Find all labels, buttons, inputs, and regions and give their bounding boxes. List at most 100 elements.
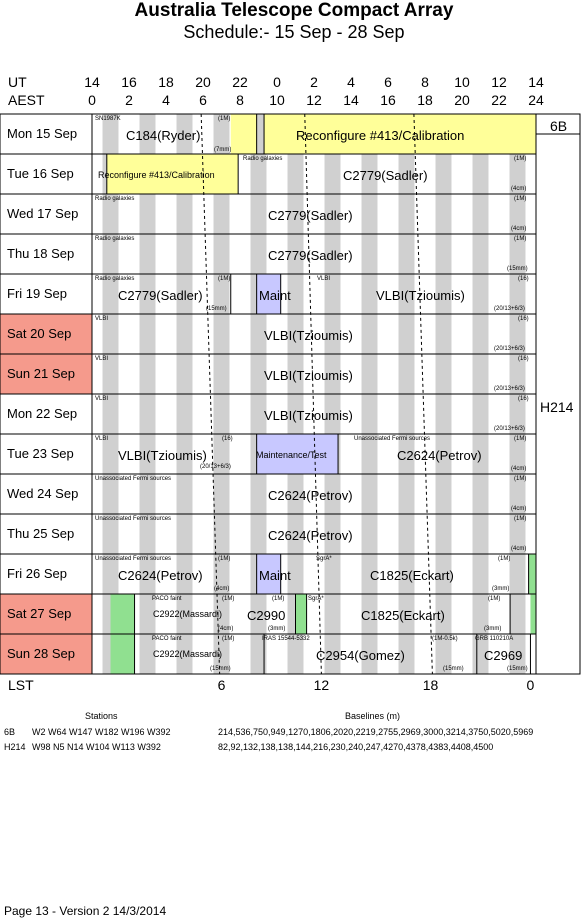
ut-tick: 4: [347, 74, 355, 90]
project-label: Reconfigure #413/Calibration: [98, 170, 215, 180]
cell-label: (3mm): [484, 626, 502, 632]
project-label: Maintenance/Test: [256, 450, 327, 460]
aest-tick: 8: [236, 92, 244, 108]
weekend-cell: [0, 314, 92, 354]
cell-label: (1M): [222, 596, 235, 602]
cell-label: VLBI: [95, 356, 109, 362]
day-label: Thu 25 Sep: [7, 526, 75, 541]
weekend-cell: [0, 634, 92, 674]
cell-label: (4cm): [511, 466, 527, 472]
cell-label: (1M): [218, 116, 231, 122]
aest-tick: 12: [306, 92, 322, 108]
page-subtitle: Schedule:- 15 Sep - 28 Sep: [183, 22, 405, 42]
cell-label: (1M): [498, 556, 511, 562]
aest-tick: 22: [491, 92, 507, 108]
page-title: Australia Telescope Compact Array: [134, 0, 454, 21]
project-label: C1825(Eckart): [370, 568, 454, 583]
cell-label: (1M): [514, 196, 527, 202]
weekend-cell: [0, 354, 92, 394]
cell-label: (4cm): [218, 626, 234, 632]
aest-tick: 6: [199, 92, 207, 108]
cell-label: (15mm): [443, 666, 464, 672]
lst-tick: 0: [526, 677, 535, 693]
project-label: C2779(Sadler): [343, 168, 428, 183]
day-label: Tue 23 Sep: [7, 446, 74, 461]
project-label: C2922(Massardi): [153, 609, 223, 619]
config-6b-name: 6B: [4, 727, 16, 737]
ut-tick: 12: [491, 74, 507, 90]
aest-axis-label: AEST: [8, 92, 45, 108]
cell-label: (20/13+6/3): [494, 306, 525, 312]
reconfig-block: [230, 114, 257, 154]
cell-label: Radio galaxies: [95, 196, 135, 202]
cell-label: (1M): [218, 556, 231, 562]
ut-tick: 10: [454, 74, 470, 90]
day-label: Fri 26 Sep: [7, 566, 67, 581]
config-label-h214: H214: [540, 399, 574, 415]
reconfig-block: [106, 154, 239, 194]
reconfig-block: [264, 114, 536, 154]
day-label: Mon 15 Sep: [7, 126, 78, 141]
cell-label: (1M): [514, 156, 527, 162]
ut-tick: 20: [195, 74, 211, 90]
green-block: [295, 594, 307, 634]
config-6b-stations: W2 W64 W147 W182 W196 W392: [32, 727, 171, 737]
cell-label: SgrA*: [308, 596, 324, 602]
cell-label: (1M): [222, 636, 235, 642]
cell-label: VLBI: [95, 316, 109, 322]
cell-label: VLBI: [317, 276, 331, 282]
cell-label: Unassociated Fermi sources: [95, 476, 172, 482]
ut-tick: 6: [384, 74, 392, 90]
project-label: C2779(Sadler): [268, 248, 353, 263]
day-label: Thu 18 Sep: [7, 246, 75, 261]
maintenance-block: [256, 274, 281, 314]
cell-label: (15mm): [210, 666, 231, 672]
cell-label: (3mm): [268, 626, 286, 632]
cell-label: VLBI: [95, 436, 109, 442]
stations-heading: Stations: [85, 711, 118, 721]
cell-label: (16): [518, 316, 529, 322]
green-block: [530, 594, 536, 634]
cell-label: Unassociated Fermi sources: [354, 436, 431, 442]
project-label: C2624(Petrov): [268, 488, 353, 503]
project-label: C1825(Eckart): [361, 608, 445, 623]
cell-label: (15mm): [206, 306, 227, 312]
config-6b-baselines: 214,536,750,949,1270,1806,2020,2219,2755…: [218, 727, 534, 737]
cell-label: (4cm): [214, 586, 230, 592]
project-label: C2624(Petrov): [268, 528, 353, 543]
cell-label: (16): [518, 276, 529, 282]
cell-label: (1M): [272, 596, 285, 602]
ut-tick: 14: [84, 74, 100, 90]
project-label: C2779(Sadler): [268, 208, 353, 223]
cell-label: (20/13+6/3): [494, 346, 525, 352]
config-h214-stations: W98 N5 N14 W104 W113 W392: [32, 742, 161, 752]
ut-tick: 2: [310, 74, 318, 90]
project-label: C2969: [484, 648, 523, 663]
project-label: C2954(Gomez): [316, 648, 405, 663]
cell-label: (20/13+6/3): [200, 464, 231, 470]
cell-label: Radio galaxies: [95, 276, 135, 282]
cell-label: GRB 110210A: [475, 636, 514, 642]
cell-label: Radio galaxies: [95, 236, 135, 242]
project-label: VLBI(Tzioumis): [264, 368, 353, 383]
cell-label: PACO faint: [152, 636, 182, 642]
cell-label: SgrA*: [316, 556, 332, 562]
cell-label: (16): [518, 356, 529, 362]
project-label: VLBI(Tzioumis): [264, 408, 353, 423]
cell-label: (4cm): [511, 546, 527, 552]
project-label: C2779(Sadler): [118, 288, 203, 303]
cell-label: (1M): [218, 276, 231, 282]
page-info: Page 13 - Version 2 14/3/2014: [4, 904, 167, 918]
cell-label: (4cm): [511, 506, 527, 512]
cell-label: (1M): [514, 516, 527, 522]
day-label: Sat 20 Sep: [7, 326, 72, 341]
baselines-heading: Baselines (m): [345, 711, 401, 721]
config-h214-baselines: 82,92,132,138,138,144,216,230,240,247,42…: [218, 742, 494, 752]
cell-label: (3mm): [492, 586, 510, 592]
day-label: Fri 19 Sep: [7, 286, 67, 301]
lst-tick: 12: [313, 677, 330, 693]
project-label: Maint: [259, 568, 291, 583]
config-h214-name: H214: [4, 742, 26, 752]
aest-tick: 2: [125, 92, 133, 108]
project-label: Maint: [259, 288, 291, 303]
